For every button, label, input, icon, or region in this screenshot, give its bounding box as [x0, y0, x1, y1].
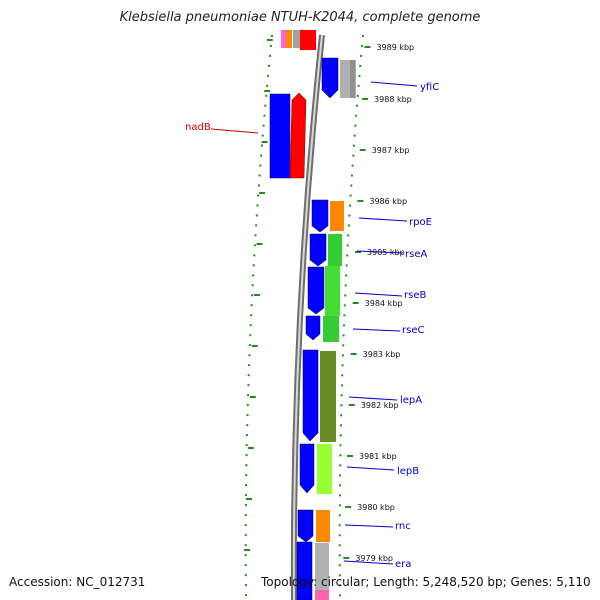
ruler-ticks [244, 39, 371, 559]
ruler-tick-label: 3988 kbp [374, 95, 412, 104]
gene-label-rseA: rseA [405, 249, 427, 260]
gene-top-fragment [281, 30, 316, 50]
gene-era [296, 541, 329, 600]
gene-labels: yfiC nadB rpoE rseA rseB rseC lepA lepB … [185, 81, 439, 570]
ruler-arc-left [244, 34, 273, 600]
ruler-tick-label: 3986 kbp [369, 197, 407, 206]
gene-label-rnc: rnc [395, 521, 411, 532]
gene-label-yfiC: yfiC [420, 82, 439, 93]
ruler-tick-label: 3987 kbp [372, 146, 410, 155]
gene-yfiC [321, 57, 356, 99]
gene-rseB [307, 266, 340, 316]
ruler-tick-label: 3989 kbp [376, 43, 414, 52]
ruler-tick-label: 3983 kbp [363, 350, 401, 359]
ruler-tick-label: 3979 kbp [355, 554, 393, 563]
gene-label-era: era [395, 559, 411, 570]
gene-lepB [299, 443, 332, 494]
ruler-tick-label: 3981 kbp [359, 452, 397, 461]
gene-rseC [305, 315, 339, 342]
gene-label-rseB: rseB [404, 290, 426, 301]
gene-label-rpoE: rpoE [409, 217, 432, 228]
ruler-tick-label: 3984 kbp [365, 299, 403, 308]
ruler-tick-label: 3980 kbp [357, 503, 395, 512]
accession-label: Accession: NC_012731 [9, 575, 146, 589]
gene-label-nadB: nadB [185, 122, 211, 133]
gene-label-rseC: rseC [402, 325, 424, 336]
map-title: Klebsiella pneumoniae NTUH-K2044, comple… [119, 10, 481, 25]
ruler-arc-right [338, 34, 364, 600]
gene-rpoE [311, 199, 344, 233]
gene-lepA [302, 349, 336, 442]
gene-rnc [297, 509, 330, 543]
gene-label-lepA: lepA [400, 395, 422, 406]
topology-label: Topology: circular; Length: 5,248,520 bp… [261, 575, 591, 589]
gene-label-lepB: lepB [397, 466, 419, 477]
ruler-tick-label: 3982 kbp [361, 401, 399, 410]
gene-rseA [309, 233, 342, 267]
gene-nadB [269, 92, 307, 179]
